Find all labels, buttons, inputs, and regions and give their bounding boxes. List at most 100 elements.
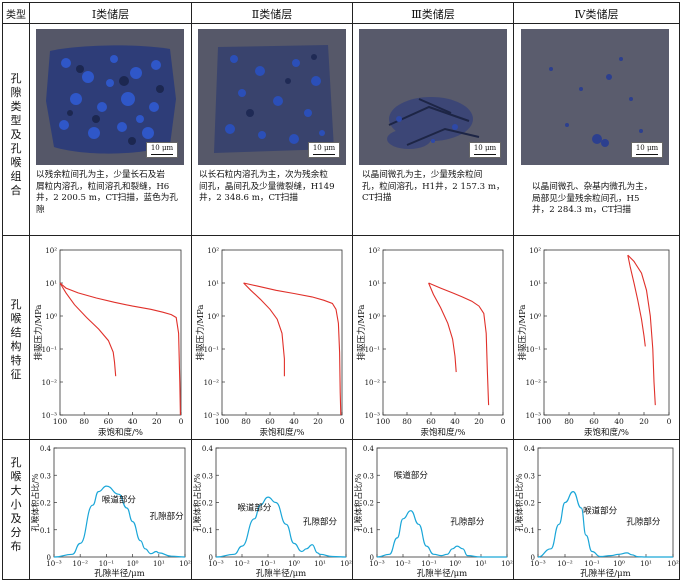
y-tick-label: 10² bbox=[368, 247, 380, 255]
y-tick-label: 10⁻³ bbox=[365, 412, 381, 420]
y-tick-label: 10⁻³ bbox=[204, 412, 220, 420]
throat-label: 喉道部分 bbox=[102, 495, 137, 506]
y-tick-label: 0.3 bbox=[363, 472, 374, 480]
x-tick-label: 80 bbox=[564, 417, 574, 426]
col-divider-2 bbox=[352, 2, 353, 580]
y-tick-label: 10⁰ bbox=[45, 313, 57, 321]
x-tick-label: 10⁻³ bbox=[369, 560, 385, 568]
x-axis-label: 孔隙半径/μm bbox=[256, 568, 306, 579]
caption-type1-line3: 井，2 200.5 m，CT扫描，蓝色为孔隙 bbox=[36, 193, 178, 215]
caption-type3-line1: 以晶间微孔为主，少量残余粒间 bbox=[362, 170, 483, 180]
capillary-curve-withdrawal bbox=[243, 282, 285, 377]
y-tick-label: 10⁻² bbox=[526, 379, 542, 387]
x-tick-label: 10⁻¹ bbox=[99, 560, 115, 568]
column-header-4: Ⅳ类储层 bbox=[574, 8, 619, 21]
y-tick-label: 10⁻¹ bbox=[204, 346, 220, 354]
caption-type4-line3: 井，2 284.3 m，CT扫描 bbox=[532, 205, 631, 215]
x-tick-label: 60 bbox=[426, 417, 436, 426]
row-head-pore-type: 孔隙类型及孔喉组合 bbox=[8, 72, 24, 198]
row-head-char: 征 bbox=[10, 368, 22, 381]
distribution-chart-type3: 0.4 0.3 0.2 0.1 0 10⁻³ 10⁻² 10⁻¹ 10⁰ 10¹ 10² 孔隙半径/μ… bbox=[353, 440, 513, 579]
y-tick-label: 0.3 bbox=[40, 472, 51, 480]
caption-type4-line1: 以晶间微孔、杂基内微孔为主， bbox=[532, 182, 653, 192]
col-divider-0 bbox=[29, 2, 30, 580]
x-axis-label: 孔隙半径/μm bbox=[94, 568, 144, 579]
caption-type3-line3: CT扫描 bbox=[362, 193, 392, 203]
scale-label-2: 10 μm bbox=[312, 144, 336, 152]
scale-label-3: 10 μm bbox=[473, 144, 497, 152]
pore-label: 孔隙部分 bbox=[450, 516, 485, 527]
capillary-curve-withdrawal bbox=[627, 254, 646, 347]
x-tick-label: 10² bbox=[179, 560, 191, 568]
x-tick-label: 0 bbox=[340, 417, 345, 426]
scale-bar-2: 10 μm bbox=[308, 142, 340, 158]
row-head-char: 孔 bbox=[10, 72, 22, 85]
x-tick-label: 10² bbox=[501, 560, 513, 568]
distribution-curve bbox=[537, 490, 673, 558]
x-tick-label: 20 bbox=[474, 417, 484, 426]
x-axis-label: 汞饱和度/% bbox=[260, 427, 305, 438]
x-tick-label: 10⁰ bbox=[288, 560, 300, 568]
row-head-char: 小 bbox=[10, 498, 22, 511]
x-axis-label: 汞饱和度/% bbox=[584, 427, 629, 438]
x-tick-label: 100 bbox=[215, 417, 230, 426]
y-tick-label: 0.2 bbox=[363, 500, 374, 508]
y-axis-label: 孔喉体积占比/% bbox=[192, 473, 202, 532]
y-tick-label: 0.3 bbox=[202, 472, 213, 480]
table-border-top bbox=[2, 2, 680, 3]
distribution-curve bbox=[53, 485, 186, 558]
distribution-curve bbox=[376, 510, 507, 558]
scale-bar-3: 10 μm bbox=[469, 142, 501, 158]
ct-image-type4: 10 μm bbox=[521, 29, 669, 165]
x-tick-label: 100 bbox=[53, 417, 68, 426]
distribution-svg: 0.4 0.3 0.2 0.1 010⁻³ 10⁻² 10⁻¹ 10⁰ 10¹ 10² 孔隙半径/μ… bbox=[353, 445, 513, 579]
distribution-curve bbox=[215, 496, 347, 558]
row-head-char: 孔 bbox=[10, 298, 22, 311]
y-tick-label: 10⁻¹ bbox=[42, 346, 58, 354]
row-head-char: 喉 bbox=[10, 312, 22, 325]
x-tick-label: 10⁰ bbox=[449, 560, 461, 568]
pore-label: 孔隙部分 bbox=[626, 516, 661, 527]
column-header-3: Ⅲ类储层 bbox=[411, 8, 455, 21]
x-axis-label: 汞饱和度/% bbox=[98, 427, 143, 438]
row-head-char: 合 bbox=[10, 184, 22, 197]
capillary-chart-type3: 10² 10¹ 10⁰ 10⁻¹ 10⁻² 10⁻³ 100 80 60 40 20 0 汞饱和度/% 排… bbox=[353, 236, 513, 439]
x-axis-label: 孔隙半径/μm bbox=[417, 568, 467, 579]
distribution-chart-type4: 0.4 0.3 0.2 0.1 0 10⁻³ 10⁻² 10⁻¹ 10⁰ 10¹ 10² 孔隙半径/μ… bbox=[514, 440, 679, 579]
row-head-char: 孔 bbox=[10, 456, 22, 469]
x-tick-label: 60 bbox=[104, 417, 114, 426]
row-head-char: 布 bbox=[10, 540, 22, 553]
y-tick-label: 0.3 bbox=[524, 472, 535, 480]
y-tick-label: 0.2 bbox=[40, 500, 51, 508]
caption-type1-line2: 屑粒内溶孔，粒间溶孔和裂缝，H6 bbox=[36, 181, 170, 192]
x-tick-label: 10⁻² bbox=[395, 560, 411, 568]
caption-type1-line1: 以残余粒间孔为主，少量长石及岩 bbox=[36, 170, 165, 180]
y-axis-label: 孔喉体积占比/% bbox=[353, 473, 363, 532]
y-tick-label: 10¹ bbox=[207, 280, 219, 288]
y-tick-label: 10⁰ bbox=[368, 313, 380, 321]
table-border-right bbox=[679, 2, 680, 580]
x-tick-label: 10¹ bbox=[153, 560, 165, 568]
col-divider-3 bbox=[513, 2, 514, 580]
x-tick-label: 10⁻² bbox=[234, 560, 250, 568]
y-tick-label: 0.1 bbox=[40, 527, 51, 535]
y-tick-label: 0 bbox=[370, 554, 374, 562]
capillary-chart-type1: 10² 10¹ 10⁰ 10⁻¹ 10⁻² 10⁻³ 100 80 60 40 20 0 汞饱和度/% 排… bbox=[30, 236, 191, 439]
y-axis-label: 孔喉体积占比/% bbox=[30, 473, 40, 532]
plot-frame bbox=[537, 447, 674, 558]
header-divider bbox=[2, 23, 680, 24]
capillary-chart-type4: 10² 10¹ 10⁰ 10⁻¹ 10⁻² 10⁻³ 100 80 60 40 20 0 汞饱和度/% 排… bbox=[514, 236, 679, 439]
y-tick-label: 10¹ bbox=[368, 280, 380, 288]
x-tick-label: 20 bbox=[313, 417, 323, 426]
x-tick-label: 40 bbox=[450, 417, 460, 426]
row-head-char: 喉 bbox=[10, 156, 22, 169]
x-tick-label: 10⁻³ bbox=[46, 560, 62, 568]
row-head-char: 构 bbox=[10, 340, 22, 353]
ct-image-type3: 10 μm bbox=[359, 29, 507, 165]
pore-label: 孔隙部分 bbox=[150, 511, 185, 522]
column-header-2: Ⅱ类储层 bbox=[251, 8, 293, 21]
y-tick-label: 0.2 bbox=[524, 500, 535, 508]
